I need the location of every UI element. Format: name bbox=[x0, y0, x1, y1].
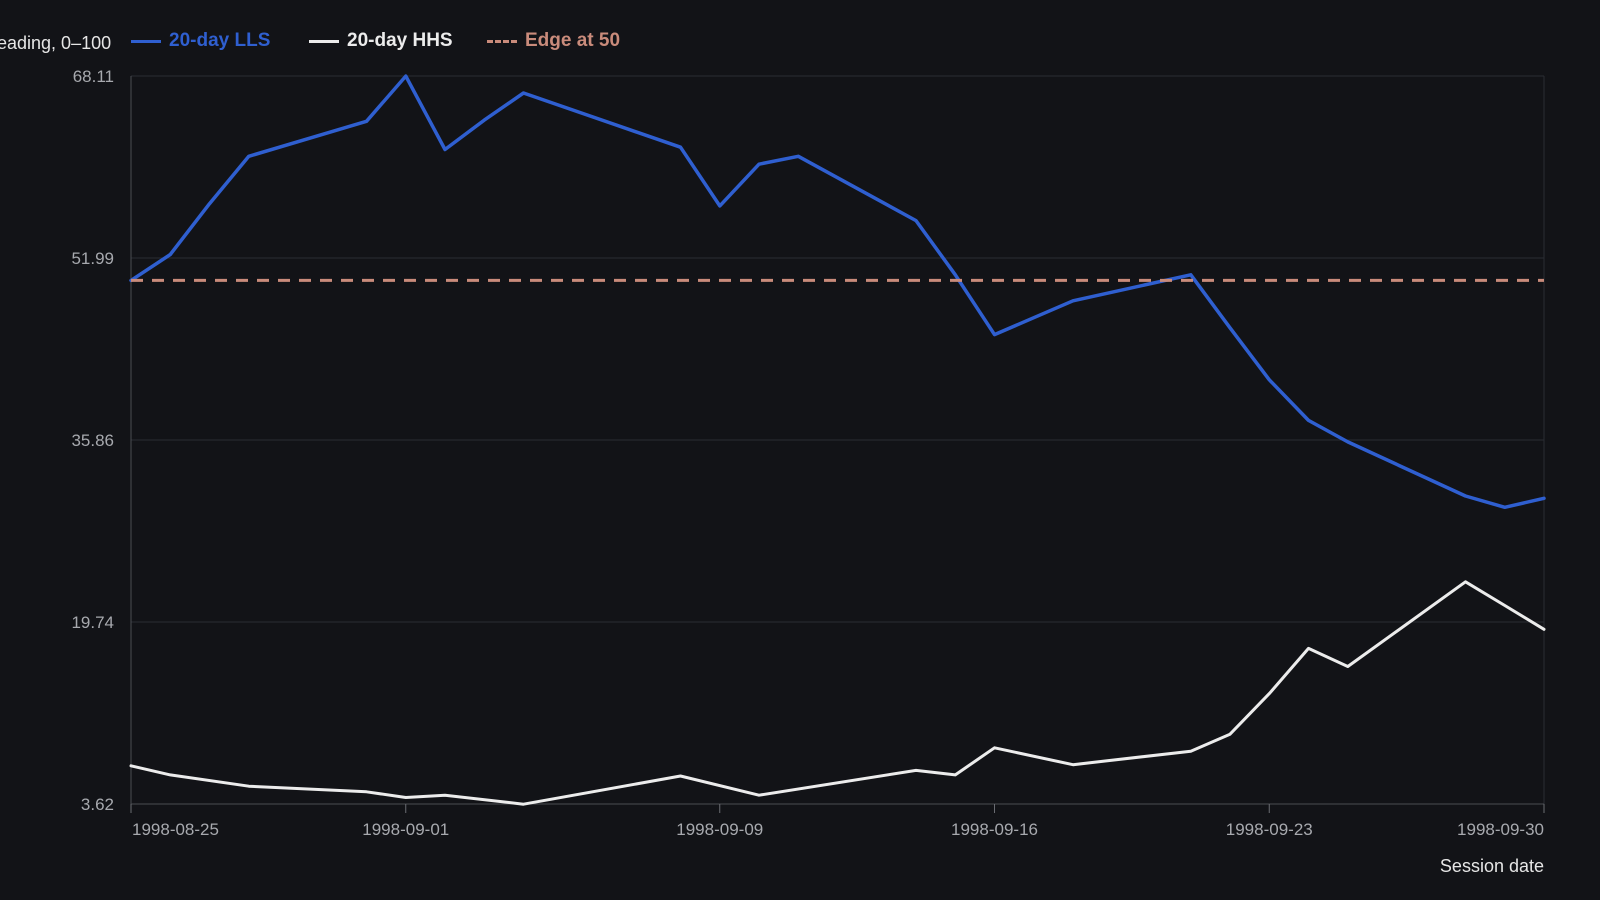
legend-label: 20-day LLS bbox=[169, 30, 271, 51]
legend-item: 20-day LLS bbox=[131, 30, 270, 52]
x-axis-label: Session date bbox=[1439, 856, 1544, 876]
y-axis-label: Reading, 0–100 bbox=[0, 33, 112, 53]
axes bbox=[130, 75, 1545, 813]
series-lines bbox=[129, 74, 1546, 806]
y-tick-label: 19.74 bbox=[71, 613, 114, 632]
x-tick-label: 1998-09-30 bbox=[1457, 820, 1544, 839]
x-tick-label: 1998-08-25 bbox=[132, 820, 219, 839]
x-tick-labels: 1998-08-25 1998-09-01 1998-09-09 1998-09-16… bbox=[132, 820, 1544, 839]
legend-item: 20-day HHS bbox=[309, 30, 453, 52]
series-line-2 bbox=[129, 580, 1546, 806]
x-tick-label: 1998-09-01 bbox=[362, 820, 449, 839]
legend-swatch bbox=[131, 39, 161, 43]
x-tick-label: 1998-09-16 bbox=[951, 820, 1038, 839]
y-tick-label: 35.86 bbox=[71, 431, 114, 450]
x-tick-label: 1998-09-09 bbox=[676, 820, 763, 839]
grid-lines bbox=[131, 75, 1544, 805]
y-tick-label: 3.62 bbox=[81, 795, 114, 814]
legend-item: Edge at 50 bbox=[487, 30, 620, 52]
y-tick-label: 51.99 bbox=[71, 249, 114, 268]
legend-label: Edge at 50 bbox=[525, 30, 621, 51]
x-tick-label: 1998-09-23 bbox=[1226, 820, 1313, 839]
legend-swatch bbox=[487, 39, 517, 43]
legend-swatch bbox=[309, 39, 339, 43]
series-line-1 bbox=[129, 74, 1546, 510]
y-tick-labels: 3.62 19.74 35.86 51.99 68.11 bbox=[71, 67, 114, 814]
y-tick-label: 68.11 bbox=[73, 67, 114, 86]
legend-label: 20-day HHS bbox=[347, 30, 453, 51]
